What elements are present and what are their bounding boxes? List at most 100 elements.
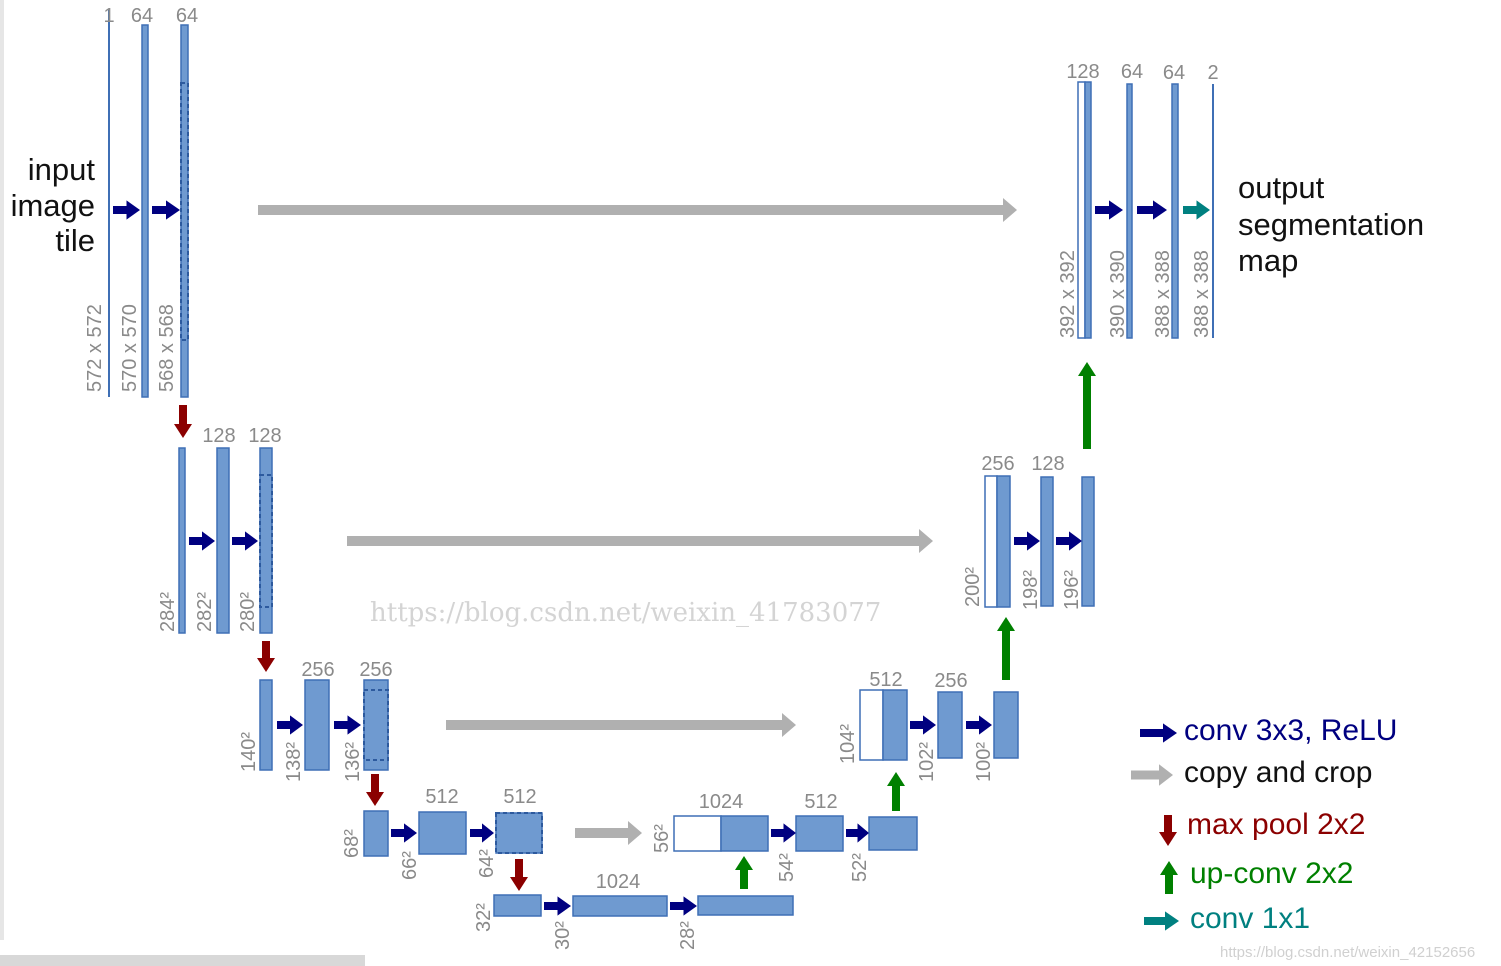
channel-label: 1024 <box>595 871 641 893</box>
legend-conv3x3-arrow-icon <box>1140 723 1177 743</box>
feature-map-block <box>720 815 769 852</box>
size-label: 196² <box>1061 569 1083 610</box>
size-label: 104² <box>837 723 859 764</box>
conv1x1-arrow <box>1183 200 1210 220</box>
channel-label: 256 <box>981 453 1015 475</box>
channel-label: 128 <box>1031 453 1065 475</box>
size-label: 64² <box>476 849 498 878</box>
up-conv-arrow <box>887 772 905 811</box>
conv-arrow <box>910 715 936 735</box>
channel-label: 512 <box>869 669 903 691</box>
copy-crop-arrow <box>446 713 796 737</box>
size-label: 66² <box>399 851 421 880</box>
size-label: 56² <box>651 824 673 853</box>
max-pool-arrow <box>257 641 275 672</box>
channel-label: 256 <box>934 670 968 692</box>
background-edge <box>0 955 365 966</box>
crop-region <box>180 82 189 341</box>
max-pool-arrow <box>366 774 384 806</box>
max-pool-arrow <box>510 859 528 891</box>
conv-arrow <box>1014 531 1040 551</box>
conv-arrow <box>470 823 494 843</box>
conv-arrow <box>1056 531 1082 551</box>
size-label: 32² <box>473 903 495 932</box>
size-label: 200² <box>962 566 984 607</box>
size-label: 136² <box>342 741 364 782</box>
channel-label: 512 <box>804 791 838 813</box>
feature-map-block <box>697 895 794 916</box>
feature-map-block <box>304 679 330 771</box>
up-conv-arrow <box>1078 362 1096 449</box>
feature-map-block <box>363 810 389 857</box>
size-label: 68² <box>341 829 363 858</box>
channel-label: 256 <box>301 659 335 681</box>
legend-maxpool-arrow-icon <box>1159 815 1177 846</box>
conv-arrow <box>113 200 140 220</box>
input-label-line: tile <box>55 223 95 258</box>
watermark-small: https://blog.csdn.net/weixin_42152656 <box>1220 944 1476 961</box>
legend-copy-arrow-icon <box>1131 764 1173 786</box>
size-label: 568 x 568 <box>156 304 178 392</box>
size-label: 280² <box>237 591 259 632</box>
input-label-line: input <box>27 152 95 187</box>
size-label: 54² <box>776 853 798 882</box>
copied-feature-map <box>859 689 884 761</box>
size-label: 390 x 390 <box>1107 250 1129 338</box>
feature-map-block <box>363 679 389 771</box>
channel-label: 64 <box>1120 61 1144 83</box>
conv-arrow <box>1095 200 1123 220</box>
crop-region <box>363 689 389 761</box>
feature-map-block <box>882 689 908 761</box>
max-pool-arrow <box>174 405 192 438</box>
size-label: 198² <box>1020 569 1042 610</box>
size-label: 282² <box>194 591 216 632</box>
channel-label: 1024 <box>698 791 744 813</box>
feature-map-block <box>216 447 230 634</box>
size-label: 28² <box>677 921 699 950</box>
copy-crop-arrow <box>258 198 1017 222</box>
feature-map-block <box>495 812 543 854</box>
channel-label: 128 <box>1066 61 1100 83</box>
feature-map-block <box>141 24 149 398</box>
size-label: 30² <box>552 921 574 950</box>
feature-map-block <box>993 691 1019 759</box>
feature-map-block <box>996 475 1011 608</box>
legend-conv1x1-arrow-icon <box>1144 911 1179 931</box>
channel-label: 512 <box>503 786 537 808</box>
feature-map-block <box>1171 83 1179 339</box>
size-label: 392 x 392 <box>1057 250 1079 338</box>
up-conv-arrow <box>735 856 753 889</box>
size-label: 572 x 572 <box>84 304 106 392</box>
feature-map-block <box>259 679 273 771</box>
conv-arrow <box>391 823 417 843</box>
channel-label: 128 <box>202 425 236 447</box>
legend-upconv-arrow-icon <box>1160 861 1178 894</box>
feature-map-block <box>937 691 963 759</box>
feature-map-block <box>1084 81 1092 339</box>
size-label: 570 x 570 <box>119 304 141 392</box>
conv-arrow <box>189 531 215 551</box>
feature-map-block <box>1081 476 1095 607</box>
legend-conv1x1: conv 1x1 <box>1190 902 1311 935</box>
channel-label: 512 <box>425 786 459 808</box>
channel-label: 64 <box>175 5 199 27</box>
channel-label: 256 <box>359 659 393 681</box>
copy-crop-arrow <box>347 529 933 553</box>
feature-map-block <box>1040 476 1054 607</box>
copy-crop-arrow <box>575 821 642 845</box>
feature-map-block <box>493 894 542 917</box>
feature-map-block <box>418 811 467 855</box>
legend-upconv: up-conv 2x2 <box>1190 857 1354 890</box>
conv-arrow <box>771 823 796 843</box>
watermark: https://blog.csdn.net/weixin_41783077 <box>370 598 882 628</box>
feature-map-block <box>1126 83 1133 339</box>
feature-map-block <box>868 816 918 851</box>
conv-arrow <box>544 896 571 916</box>
conv-arrow <box>232 531 258 551</box>
size-label: 138² <box>283 741 305 782</box>
legend-maxpool: max pool 2x2 <box>1187 808 1366 841</box>
background-edge <box>0 0 4 940</box>
conv-arrow <box>846 823 869 843</box>
